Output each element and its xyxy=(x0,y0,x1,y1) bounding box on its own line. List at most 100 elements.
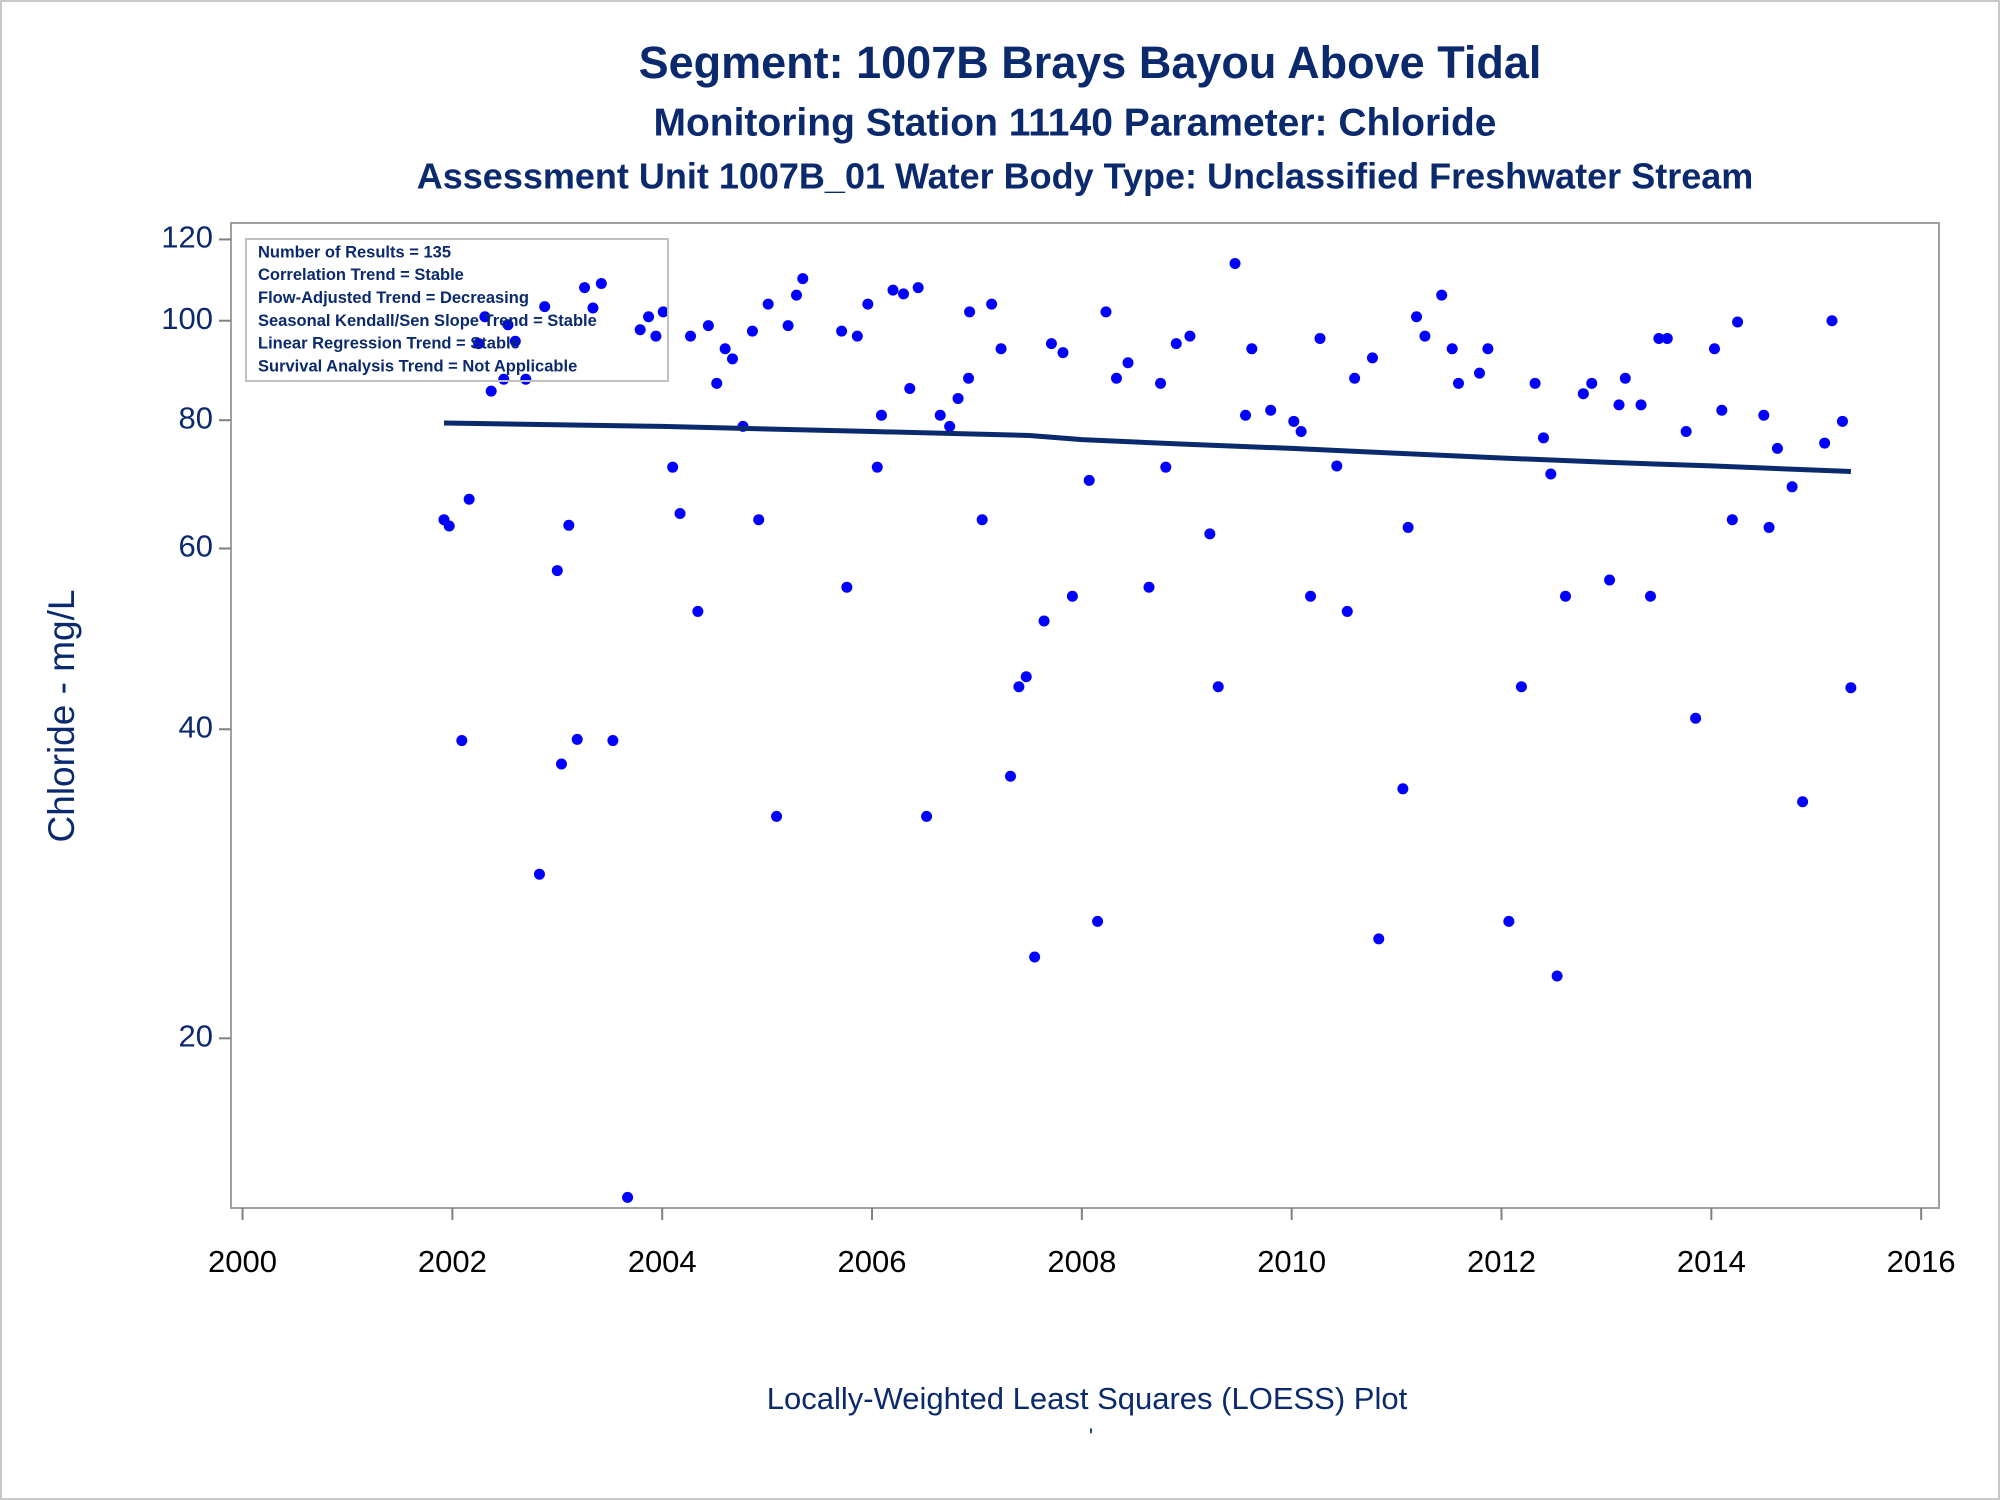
data-point xyxy=(995,343,1007,355)
footnote-mark: ' xyxy=(1089,1424,1093,1449)
y-tick-label: 40 xyxy=(179,709,213,744)
stats-text: Seasonal Kendall/Sen Slope Trend = Stabl… xyxy=(258,312,597,330)
data-point xyxy=(1586,377,1598,389)
chart-title: Segment: 1007B Brays Bayou Above Tidal xyxy=(639,37,1542,88)
data-point xyxy=(1786,481,1798,493)
data-point xyxy=(1537,432,1549,444)
chart-subtitle2: Assessment Unit 1007B_01 Water Body Type… xyxy=(417,156,1754,197)
data-point xyxy=(571,733,583,745)
y-tick-label: 80 xyxy=(179,400,213,435)
data-point xyxy=(1331,460,1343,472)
data-point xyxy=(912,282,924,294)
data-point xyxy=(1503,915,1515,927)
data-point xyxy=(1473,367,1485,379)
data-point xyxy=(1604,574,1616,586)
data-point xyxy=(1732,316,1744,328)
stats-text: Correlation Trend = Stable xyxy=(258,266,464,284)
data-point xyxy=(1314,332,1326,344)
data-point xyxy=(1708,343,1720,355)
data-point xyxy=(1577,388,1589,400)
stats-text: Survival Analysis Trend = Not Applicable xyxy=(258,357,577,375)
data-point xyxy=(746,325,758,337)
data-point xyxy=(1763,521,1775,533)
data-point xyxy=(1653,332,1665,344)
data-point xyxy=(1366,352,1378,364)
data-point xyxy=(1038,615,1050,627)
data-point xyxy=(1170,338,1182,350)
data-point xyxy=(622,1191,634,1203)
data-point xyxy=(443,520,455,532)
data-point xyxy=(1155,377,1167,389)
data-point xyxy=(509,335,521,347)
data-point xyxy=(1619,372,1631,384)
data-point xyxy=(1529,377,1541,389)
data-point xyxy=(692,605,704,617)
data-point xyxy=(1143,581,1155,593)
data-point xyxy=(1240,409,1252,421)
data-point xyxy=(1341,605,1353,617)
stats-box xyxy=(245,238,669,382)
data-point xyxy=(1212,681,1224,693)
data-point xyxy=(533,868,545,880)
data-point xyxy=(607,735,619,747)
data-point xyxy=(1057,347,1069,359)
data-point xyxy=(1246,343,1258,355)
data-point xyxy=(1613,399,1625,411)
data-point xyxy=(667,461,679,473)
data-point xyxy=(1411,311,1423,323)
footnote: Locally-Weighted Least Squares (LOESS) P… xyxy=(767,1381,1408,1416)
data-point xyxy=(851,330,863,342)
data-point xyxy=(634,324,646,336)
data-point xyxy=(539,301,551,313)
data-point xyxy=(986,298,998,310)
data-point xyxy=(1100,306,1112,318)
y-tick-label: 60 xyxy=(179,529,213,564)
data-point xyxy=(771,810,783,822)
data-point xyxy=(1680,425,1692,437)
data-point xyxy=(1797,796,1809,808)
data-point xyxy=(456,735,468,747)
data-point xyxy=(1029,951,1041,963)
data-point xyxy=(1716,404,1728,416)
data-point xyxy=(1402,521,1414,533)
data-point xyxy=(934,409,946,421)
data-point xyxy=(1373,933,1385,945)
stats-text: Number of Results = 135 xyxy=(258,243,451,261)
data-point xyxy=(579,282,591,294)
data-point xyxy=(719,343,731,355)
y-axis-label: Chloride - mg/L xyxy=(41,590,82,843)
x-tick-label: 2006 xyxy=(838,1244,907,1279)
data-point xyxy=(976,514,988,526)
x-tick-label: 2010 xyxy=(1257,1244,1326,1279)
data-point xyxy=(498,373,510,385)
data-point xyxy=(1819,437,1831,449)
data-point xyxy=(1020,671,1032,683)
data-point xyxy=(1690,712,1702,724)
data-point xyxy=(1545,468,1557,480)
data-point xyxy=(1110,372,1122,384)
y-tick-label: 20 xyxy=(179,1019,213,1054)
data-point xyxy=(841,581,853,593)
x-tick-label: 2002 xyxy=(418,1244,487,1279)
x-tick-label: 2016 xyxy=(1887,1244,1956,1279)
data-point xyxy=(463,493,475,505)
data-point xyxy=(485,385,497,397)
data-point xyxy=(1419,330,1431,342)
loess-line xyxy=(443,420,1852,474)
data-point xyxy=(753,514,765,526)
data-point xyxy=(1265,404,1277,416)
data-point xyxy=(964,306,976,318)
data-point xyxy=(1560,590,1572,602)
data-point xyxy=(555,758,567,770)
data-point xyxy=(1295,425,1307,437)
data-point xyxy=(1446,343,1458,355)
data-point xyxy=(1083,474,1095,486)
data-point xyxy=(790,289,802,301)
plot-frame xyxy=(230,222,1940,1209)
data-point xyxy=(782,320,794,332)
data-point xyxy=(685,330,697,342)
x-tick-label: 2008 xyxy=(1047,1244,1116,1279)
data-point xyxy=(520,373,532,385)
